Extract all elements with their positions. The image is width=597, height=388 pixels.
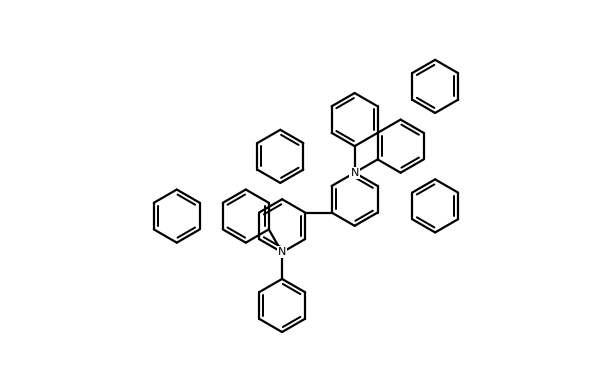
Text: N: N [278, 248, 287, 257]
Text: N: N [350, 168, 359, 178]
